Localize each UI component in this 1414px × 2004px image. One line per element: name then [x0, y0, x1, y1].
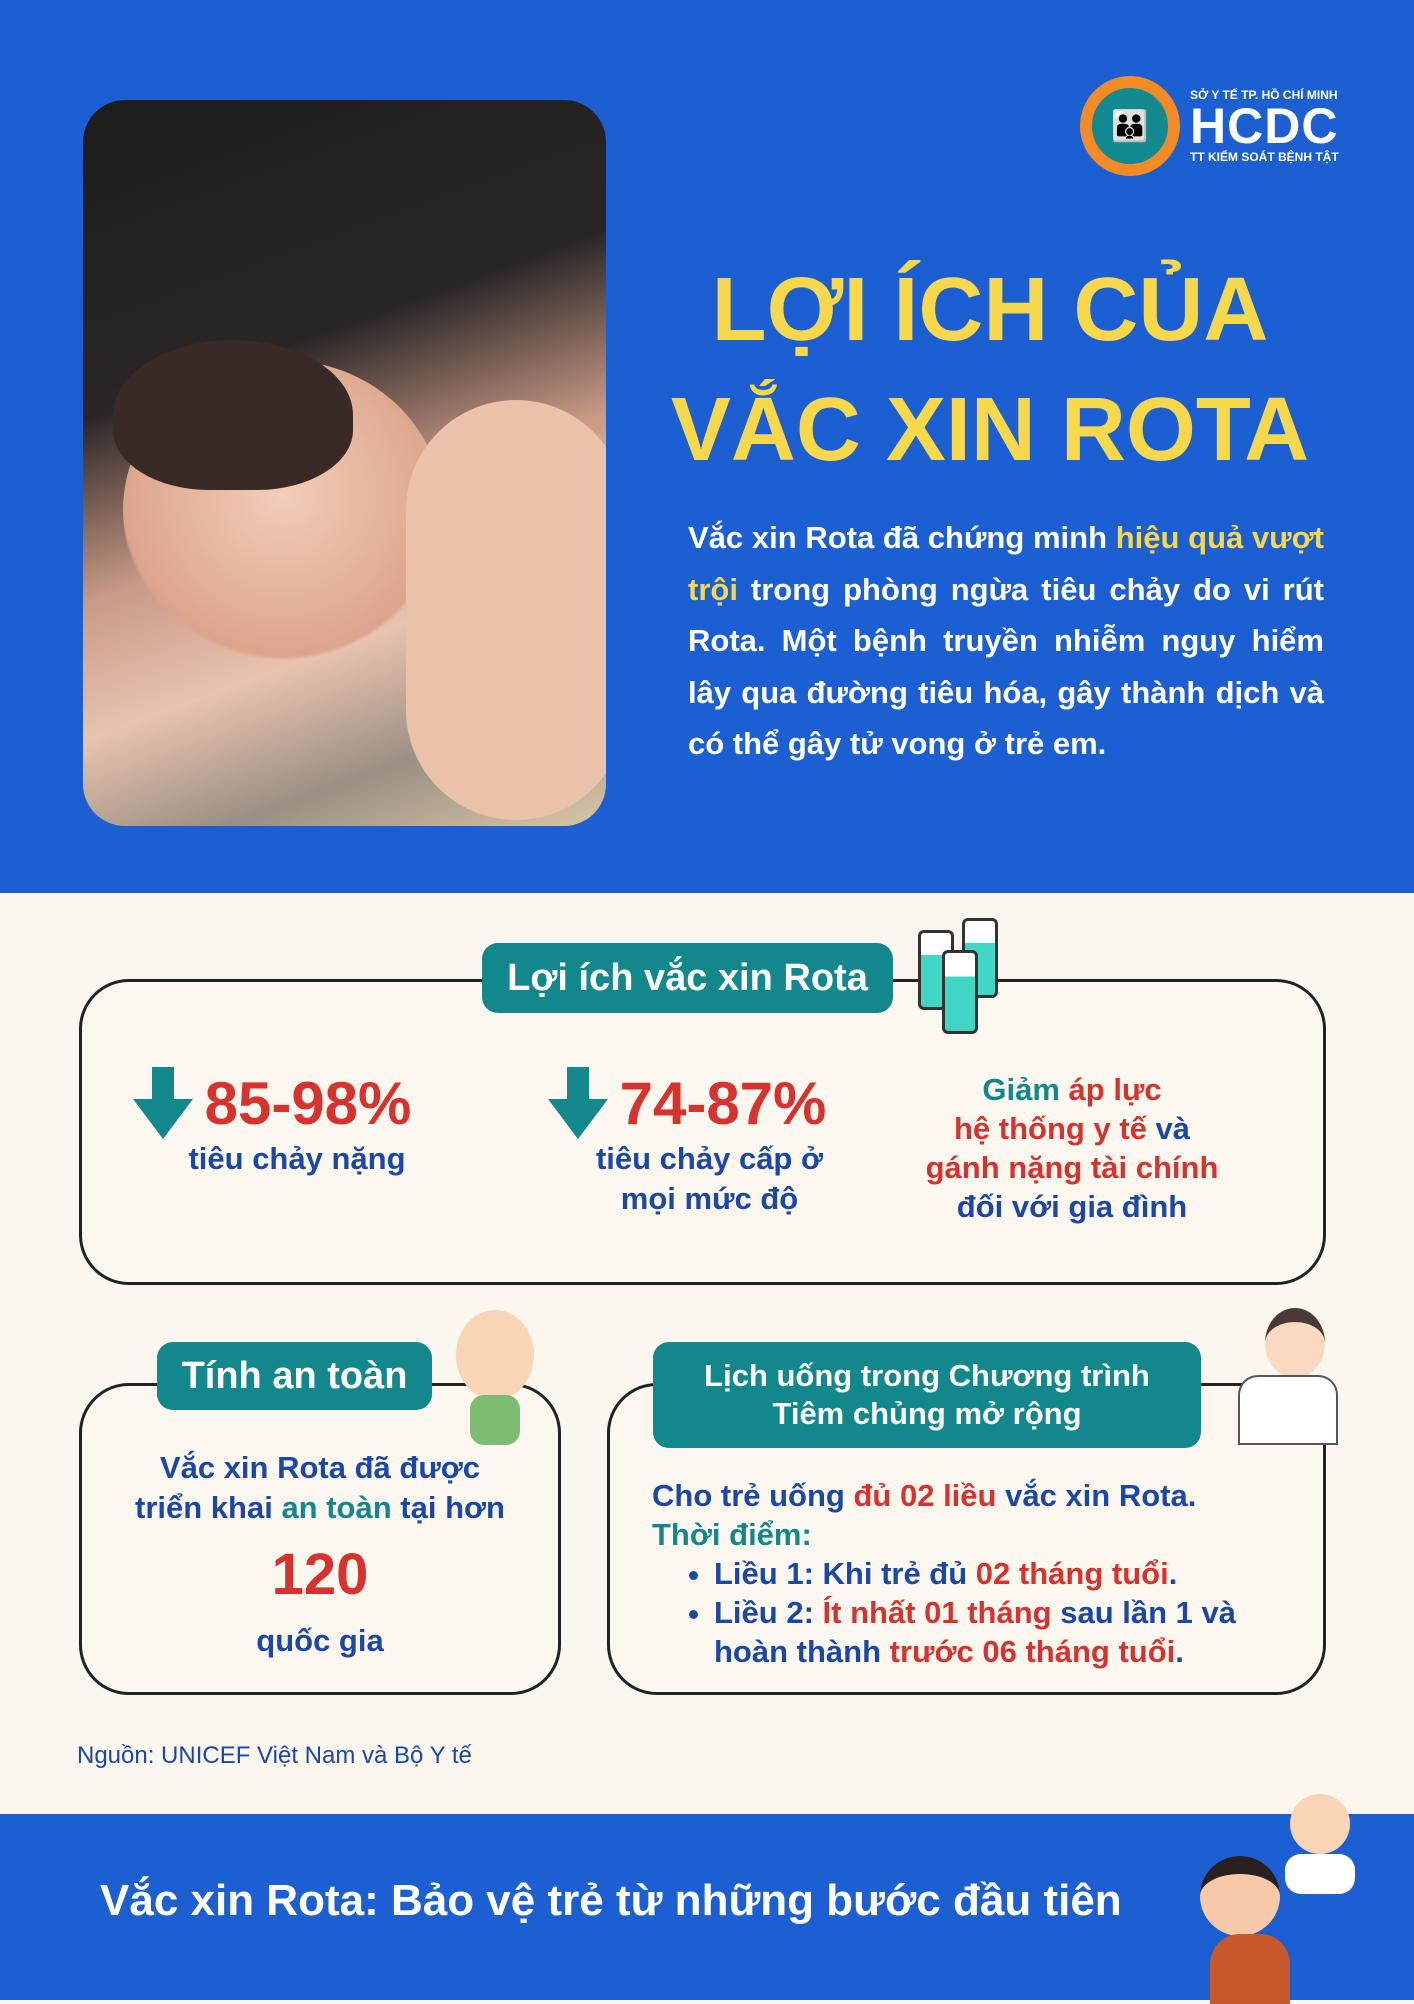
- country-count: 120: [271, 1542, 369, 1607]
- page-title: LỢI ÍCH CỦA VẮC XIN ROTA: [670, 260, 1310, 480]
- stat-health-system: Giảm áp lực hệ thống y tế và gánh nặng t…: [925, 1072, 1219, 1224]
- hcdc-logo: 👪 SỞ Y TẾ TP. HỒ CHÍ MINH HCDC TT KIỂM SOÁ…: [1080, 76, 1339, 176]
- schedule-label: Lịch uống trong Chương trình Tiêm chủng m…: [653, 1342, 1201, 1448]
- logo-name: HCDC: [1190, 98, 1339, 154]
- baby-vaccine-photo: [83, 100, 606, 826]
- stat-acute: 74-87% tiêu chảy cấp ở mọi mức độ: [527, 1067, 847, 1219]
- stat-severe: 85-98% tiêu chảy nặng: [122, 1067, 422, 1179]
- footer-banner: Vắc xin Rota: Bảo vệ trẻ từ những bước đ…: [0, 1794, 1414, 2004]
- arrow-down-icon: [547, 1067, 608, 1139]
- logo-line1: SỞ Y TẾ TP. HỒ CHÍ MINH: [1190, 88, 1338, 102]
- safety-label: Tính an toàn: [157, 1342, 432, 1410]
- arrow-down-icon: [132, 1067, 193, 1139]
- logo-line3: TT KIỂM SOÁT BỆNH TẬT: [1190, 150, 1339, 164]
- people-icon: 👪: [1080, 76, 1180, 176]
- benefits-box: 85-98% tiêu chảy nặng 74-87% tiêu chảy c…: [79, 979, 1326, 1285]
- source-note: Nguồn: UNICEF Việt Nam và Bộ Y tế: [77, 1742, 472, 1769]
- footer-slogan: Vắc xin Rota: Bảo vệ trẻ từ những bước đ…: [100, 1876, 1122, 1925]
- benefits-label: Lợi ích vắc xin Rota: [482, 943, 893, 1013]
- header-section: 👪 SỞ Y TẾ TP. HỒ CHÍ MINH HCDC TT KIỂM SOÁ…: [0, 0, 1414, 893]
- intro-text: Vắc xin Rota đã chứng minh hiệu quả vượt…: [688, 520, 1324, 761]
